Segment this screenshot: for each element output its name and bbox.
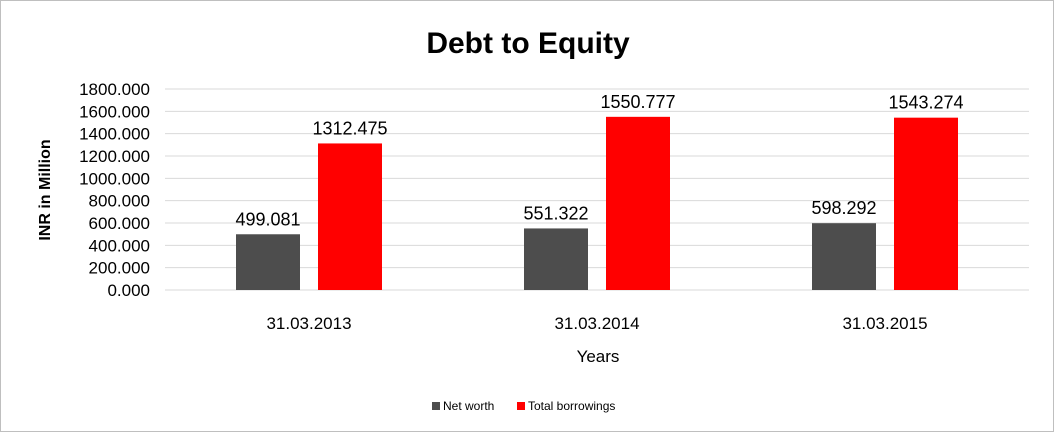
y-axis-ticks: 0.000 200.000 400.000 600.000 800.000 1000.00…: [79, 80, 150, 300]
bar: [812, 223, 876, 290]
y-tick-label: 400.000: [89, 236, 150, 255]
data-label: 499.081: [235, 209, 300, 229]
y-tick-label: 1400.000: [79, 125, 150, 144]
data-label: 598.292: [811, 198, 876, 218]
legend-swatch: [517, 402, 525, 410]
legend-swatch: [432, 402, 440, 410]
bar: [894, 117, 958, 290]
x-tick-label: 31.03.2014: [554, 314, 639, 333]
bars: [236, 116, 958, 291]
legend-label: Total borrowings: [528, 399, 615, 413]
y-tick-label: 1200.000: [79, 147, 150, 166]
data-label: 1312.475: [312, 118, 387, 138]
x-axis-ticks: 31.03.2013 31.03.2014 31.03.2015: [266, 314, 927, 333]
data-labels: 499.081 1312.475 551.322 1550.777 598.292 154…: [235, 92, 963, 229]
y-tick-label: 1800.000: [79, 80, 150, 99]
legend: Net worth Total borrowings: [432, 399, 615, 413]
legend-label: Net worth: [443, 399, 494, 413]
gridlines: [165, 88, 1029, 291]
data-label: 551.322: [523, 203, 588, 223]
data-label: 1550.777: [600, 92, 675, 112]
bar: [236, 234, 300, 290]
chart-title: Debt to Equity: [426, 27, 630, 60]
y-tick-label: 1000.000: [79, 169, 150, 188]
y-tick-label: 1600.000: [79, 102, 150, 121]
x-tick-label: 31.03.2015: [842, 314, 927, 333]
x-tick-label: 31.03.2013: [266, 314, 351, 333]
y-tick-label: 0.000: [107, 281, 150, 300]
bar: [606, 116, 670, 291]
bar: [524, 228, 588, 290]
x-axis-label: Years: [577, 347, 620, 366]
y-axis-label: INR in Million: [37, 139, 54, 240]
y-tick-label: 800.000: [89, 192, 150, 211]
y-tick-label: 600.000: [89, 214, 150, 233]
data-label: 1543.274: [888, 93, 963, 113]
y-tick-label: 200.000: [89, 259, 150, 278]
bar: [318, 143, 382, 290]
